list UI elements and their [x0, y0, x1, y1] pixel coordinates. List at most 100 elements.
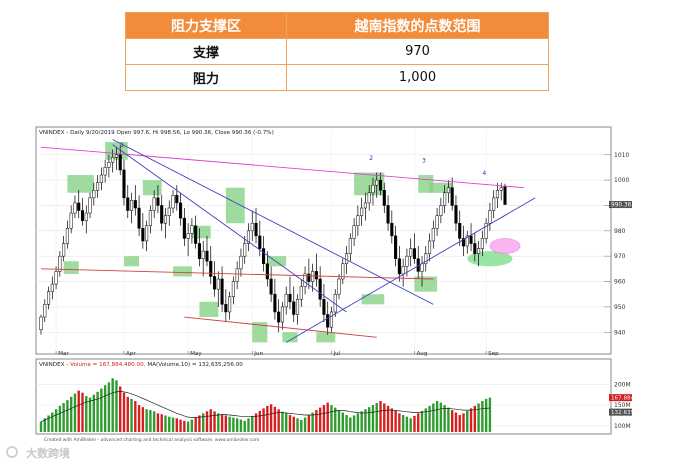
candle-body	[212, 276, 217, 290]
candle-body	[156, 197, 160, 206]
volume-bar	[413, 415, 416, 432]
volume-bar	[488, 397, 492, 432]
highlight-box	[173, 266, 192, 277]
volume-bar	[134, 400, 137, 432]
header-zone: 阻力支撑区	[125, 12, 287, 39]
volume-bar	[375, 403, 378, 432]
volume-bar	[92, 394, 96, 432]
candle-body	[54, 271, 58, 285]
volume-bar	[194, 417, 197, 432]
downtrend-line	[112, 139, 434, 305]
price-tick-label: 1000	[614, 177, 629, 184]
last-price-label: 990.36	[611, 203, 632, 209]
volume-bar	[390, 408, 394, 432]
volume-header-volume: Volume = 167,884,480.00,	[70, 362, 146, 368]
table-row: 支撑 970	[125, 38, 549, 65]
volume-bar	[213, 411, 216, 432]
volume-bar	[100, 388, 103, 432]
candle-body	[114, 154, 118, 158]
highlight-box	[316, 332, 336, 343]
volume-bar	[198, 415, 201, 432]
candle-body	[58, 255, 62, 272]
candle-body	[295, 299, 300, 315]
candle-body	[160, 205, 164, 224]
volume-bar	[186, 421, 190, 432]
candle-body	[111, 157, 115, 163]
candle-body	[137, 207, 141, 229]
highlight-box	[252, 322, 268, 343]
volume-bar	[160, 414, 163, 432]
candle-body	[69, 212, 73, 229]
candle-body	[239, 255, 243, 270]
price-tick-label: 980	[614, 228, 626, 235]
volume-bar	[417, 413, 420, 432]
volume-value-label: 167.884	[611, 396, 635, 402]
candle-body	[420, 263, 424, 272]
candle-body	[318, 278, 322, 300]
candle-body	[118, 154, 122, 171]
candle-body	[43, 304, 47, 318]
volume-bar	[156, 413, 160, 432]
candle-body	[375, 179, 379, 186]
candle-body	[299, 286, 303, 300]
volume-bar	[243, 420, 246, 432]
candle-body	[458, 222, 462, 239]
highlight-box	[67, 175, 94, 193]
volume-bar	[111, 378, 114, 432]
volume-bar	[349, 417, 352, 432]
volume-bar	[285, 413, 288, 432]
volume-bar	[220, 414, 224, 432]
candle-body	[273, 293, 277, 313]
candle-body	[390, 222, 394, 237]
candle-body	[220, 278, 224, 305]
volume-bar	[103, 385, 107, 432]
highlight-ellipse-pink	[489, 238, 521, 254]
volume-bar	[484, 398, 488, 432]
volume-tick-label: 200M	[614, 381, 631, 388]
candle-body	[284, 293, 288, 308]
candle-body	[103, 167, 107, 176]
candle-body	[129, 200, 134, 211]
candle-body	[480, 238, 484, 249]
volume-bar	[398, 413, 401, 432]
volume-tick-label: 100M	[614, 423, 631, 430]
volume-value-tag	[609, 394, 632, 402]
price-panel-frame	[35, 126, 612, 355]
volume-bar	[330, 405, 333, 432]
candle-body	[439, 205, 443, 216]
candle-body	[329, 311, 334, 328]
candle-body	[171, 195, 175, 209]
volume-bar	[122, 392, 126, 432]
candle-body	[265, 263, 269, 280]
volume-bar	[251, 415, 254, 432]
candle-body	[431, 228, 435, 242]
candle-body	[126, 197, 130, 211]
candle-body	[337, 278, 341, 295]
volume-bar	[447, 407, 450, 432]
candle-body	[152, 197, 156, 211]
volume-bar	[43, 418, 46, 432]
wave-label: 3	[422, 157, 426, 164]
volume-bar	[318, 407, 322, 432]
candle-body	[443, 192, 447, 206]
candle-body	[488, 210, 492, 224]
volume-tick-label: 150M	[614, 402, 631, 409]
candle-body	[201, 250, 205, 259]
volume-bar	[326, 402, 329, 432]
highlight-box	[361, 294, 385, 305]
volume-bar	[152, 411, 156, 432]
candle-body	[322, 299, 326, 315]
volume-bar	[473, 405, 477, 432]
candle-body	[280, 306, 284, 323]
volume-bar	[307, 415, 311, 432]
candle-body	[246, 230, 251, 244]
candle-body	[492, 197, 496, 211]
candle-body	[62, 243, 66, 257]
volume-bar	[428, 405, 431, 432]
candle-body	[292, 301, 296, 315]
chart-footer: Created with AmiBroker - advanced charti…	[44, 437, 259, 443]
chart-header: VNINDEX - Daily 9/20/2019 Open 997.6, Hi…	[39, 130, 274, 136]
price-tick-label: 940	[614, 329, 626, 336]
volume-bar	[179, 419, 182, 432]
candle-body	[99, 174, 103, 183]
